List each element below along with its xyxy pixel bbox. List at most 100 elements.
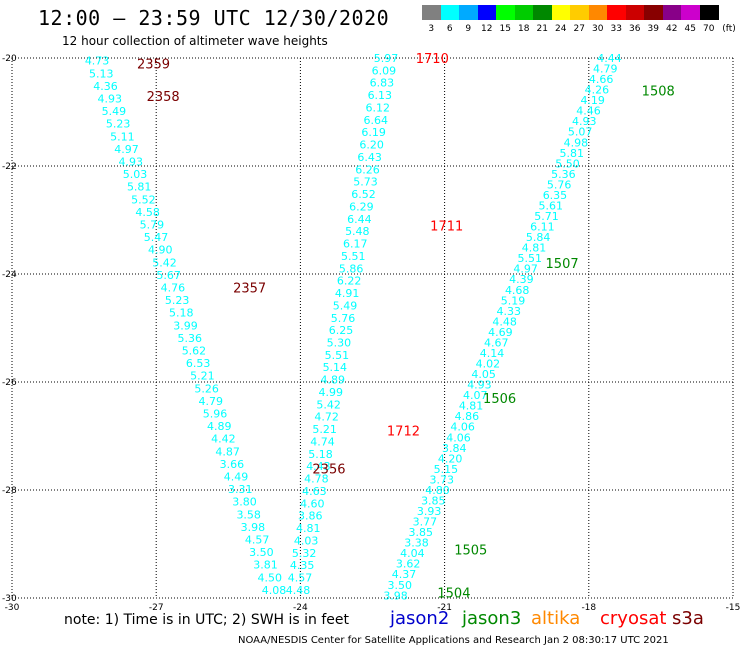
colorbar-swatch	[459, 5, 478, 20]
x-tick-label: -15	[726, 603, 740, 613]
data-point-label: 3.85	[421, 494, 446, 507]
data-point-label: 3.66	[220, 458, 245, 471]
data-point-label: 4.60	[300, 497, 325, 510]
data-point-label: 5.73	[353, 176, 378, 189]
data-point-label: 5.81	[127, 181, 152, 194]
data-point-label: 5.51	[325, 349, 350, 362]
footer-credit: NOAA/NESDIS Center for Satellite Applica…	[238, 635, 669, 646]
data-point-label: 4.81	[522, 242, 547, 255]
data-point-label: 4.19	[580, 94, 605, 107]
data-point-label: 4.93	[119, 156, 144, 169]
data-point-label: 3.98	[383, 589, 408, 602]
data-point-label: 4.80	[425, 484, 450, 497]
data-point-label: 4.36	[93, 80, 118, 93]
pass-number-label: 1507	[546, 257, 579, 272]
data-point-label: 3.85	[408, 526, 433, 539]
x-tick-label: -27	[149, 603, 164, 613]
data-point-label: 4.26	[585, 84, 610, 97]
data-point-label: 5.48	[345, 225, 370, 238]
data-point-label: 3.62	[396, 558, 421, 571]
data-point-label: 4.07	[463, 389, 488, 402]
data-point-label: 4.14	[480, 347, 505, 360]
chart-points: 4.735.134.364.935.495.235.114.974.935.03…	[85, 52, 622, 602]
data-point-label: 3.99	[173, 319, 198, 332]
data-point-label: 4.57	[245, 534, 270, 547]
mission-legend-item: s3a	[672, 608, 704, 629]
data-point-label: 4.06	[446, 431, 471, 444]
data-point-label: 5.51	[518, 252, 543, 265]
data-point-label: 4.73	[85, 55, 110, 68]
data-point-label: 4.97	[114, 143, 139, 156]
colorbar-label: 9	[465, 24, 472, 34]
data-point-label: 6.26	[355, 163, 380, 176]
data-point-label: 6.17	[343, 238, 368, 251]
data-point-label: 3.86	[298, 510, 323, 523]
data-point-label: 4.99	[318, 386, 343, 399]
data-point-label: 4.93	[572, 115, 597, 128]
data-point-label: 4.87	[215, 445, 240, 458]
data-point-label: 4.72	[314, 411, 339, 424]
data-point-label: 4.89	[207, 420, 232, 433]
data-point-label: 4.79	[593, 63, 618, 76]
data-point-label: 4.79	[199, 395, 224, 408]
pass-number-label: 1506	[483, 392, 516, 407]
data-point-label: 6.35	[543, 189, 568, 202]
data-point-label: 3.80	[232, 496, 257, 509]
data-point-label: 4.86	[455, 410, 480, 423]
colorbar-swatch	[551, 5, 571, 20]
data-point-label: 5.84	[526, 231, 551, 244]
data-point-label: 6.83	[370, 77, 395, 90]
data-point-label: 5.36	[177, 332, 202, 345]
data-point-label: 4.66	[589, 73, 614, 86]
y-tick-label: -26	[2, 378, 17, 388]
data-point-label: 5.21	[190, 370, 215, 383]
data-point-label: 5.61	[539, 199, 564, 212]
data-point-label: 3.98	[241, 521, 266, 534]
data-point-label: 5.86	[339, 262, 364, 275]
data-point-label: 4.68	[505, 284, 530, 297]
data-point-label: 3.77	[413, 516, 438, 529]
data-point-label: 5.18	[308, 448, 333, 461]
pass-number-label: 1712	[387, 425, 420, 440]
data-point-label: 4.48	[286, 584, 311, 597]
colorbar-swatch	[496, 5, 515, 20]
data-point-label: 5.19	[501, 294, 526, 307]
data-point-label: 6.20	[359, 139, 384, 152]
pass-number-label: 1710	[416, 52, 449, 67]
data-point-label: 4.78	[304, 473, 329, 486]
data-point-label: 5.76	[331, 312, 356, 325]
data-point-label: 6.13	[368, 89, 393, 102]
data-point-label: 4.43	[306, 460, 331, 473]
colorbar-label: 39	[647, 24, 659, 34]
x-tick-label: -24	[293, 603, 308, 613]
colorbar-label: 18	[518, 24, 530, 34]
data-point-label: 5.23	[165, 294, 190, 307]
data-point-label: 6.25	[329, 324, 354, 337]
data-point-label: 5.11	[110, 130, 135, 143]
data-point-label: 3.38	[404, 537, 429, 550]
data-point-label: 4.90	[148, 244, 173, 257]
data-point-label: 4.37	[392, 568, 417, 581]
data-point-label: 5.51	[341, 250, 366, 263]
mission-legend-item: altika	[531, 608, 581, 629]
colorbar-swatch	[662, 5, 682, 20]
data-point-label: 3.81	[253, 559, 278, 572]
data-point-label: 6.22	[337, 275, 362, 288]
colorbar-label: 45	[684, 24, 696, 34]
colorbar-swatch	[607, 5, 626, 20]
data-point-label: 5.07	[568, 126, 593, 139]
data-point-label: 5.36	[551, 168, 576, 181]
data-point-label: 5.26	[194, 382, 219, 395]
colorbar-unit: (ft)	[722, 24, 736, 34]
data-point-label: 3.58	[236, 508, 261, 521]
colorbar-swatch	[588, 5, 608, 20]
data-point-label: 5.67	[156, 269, 181, 282]
pass-number-label: 2356	[312, 462, 345, 477]
page-title: 12:00 – 23:59 UTC 12/30/2020	[38, 6, 390, 30]
colorbar-swatch	[440, 5, 460, 20]
data-point-label: 3.84	[442, 442, 467, 455]
data-point-label: 4.91	[335, 287, 360, 300]
colorbar-label: 27	[573, 24, 585, 34]
data-point-label: 5.76	[547, 178, 572, 191]
